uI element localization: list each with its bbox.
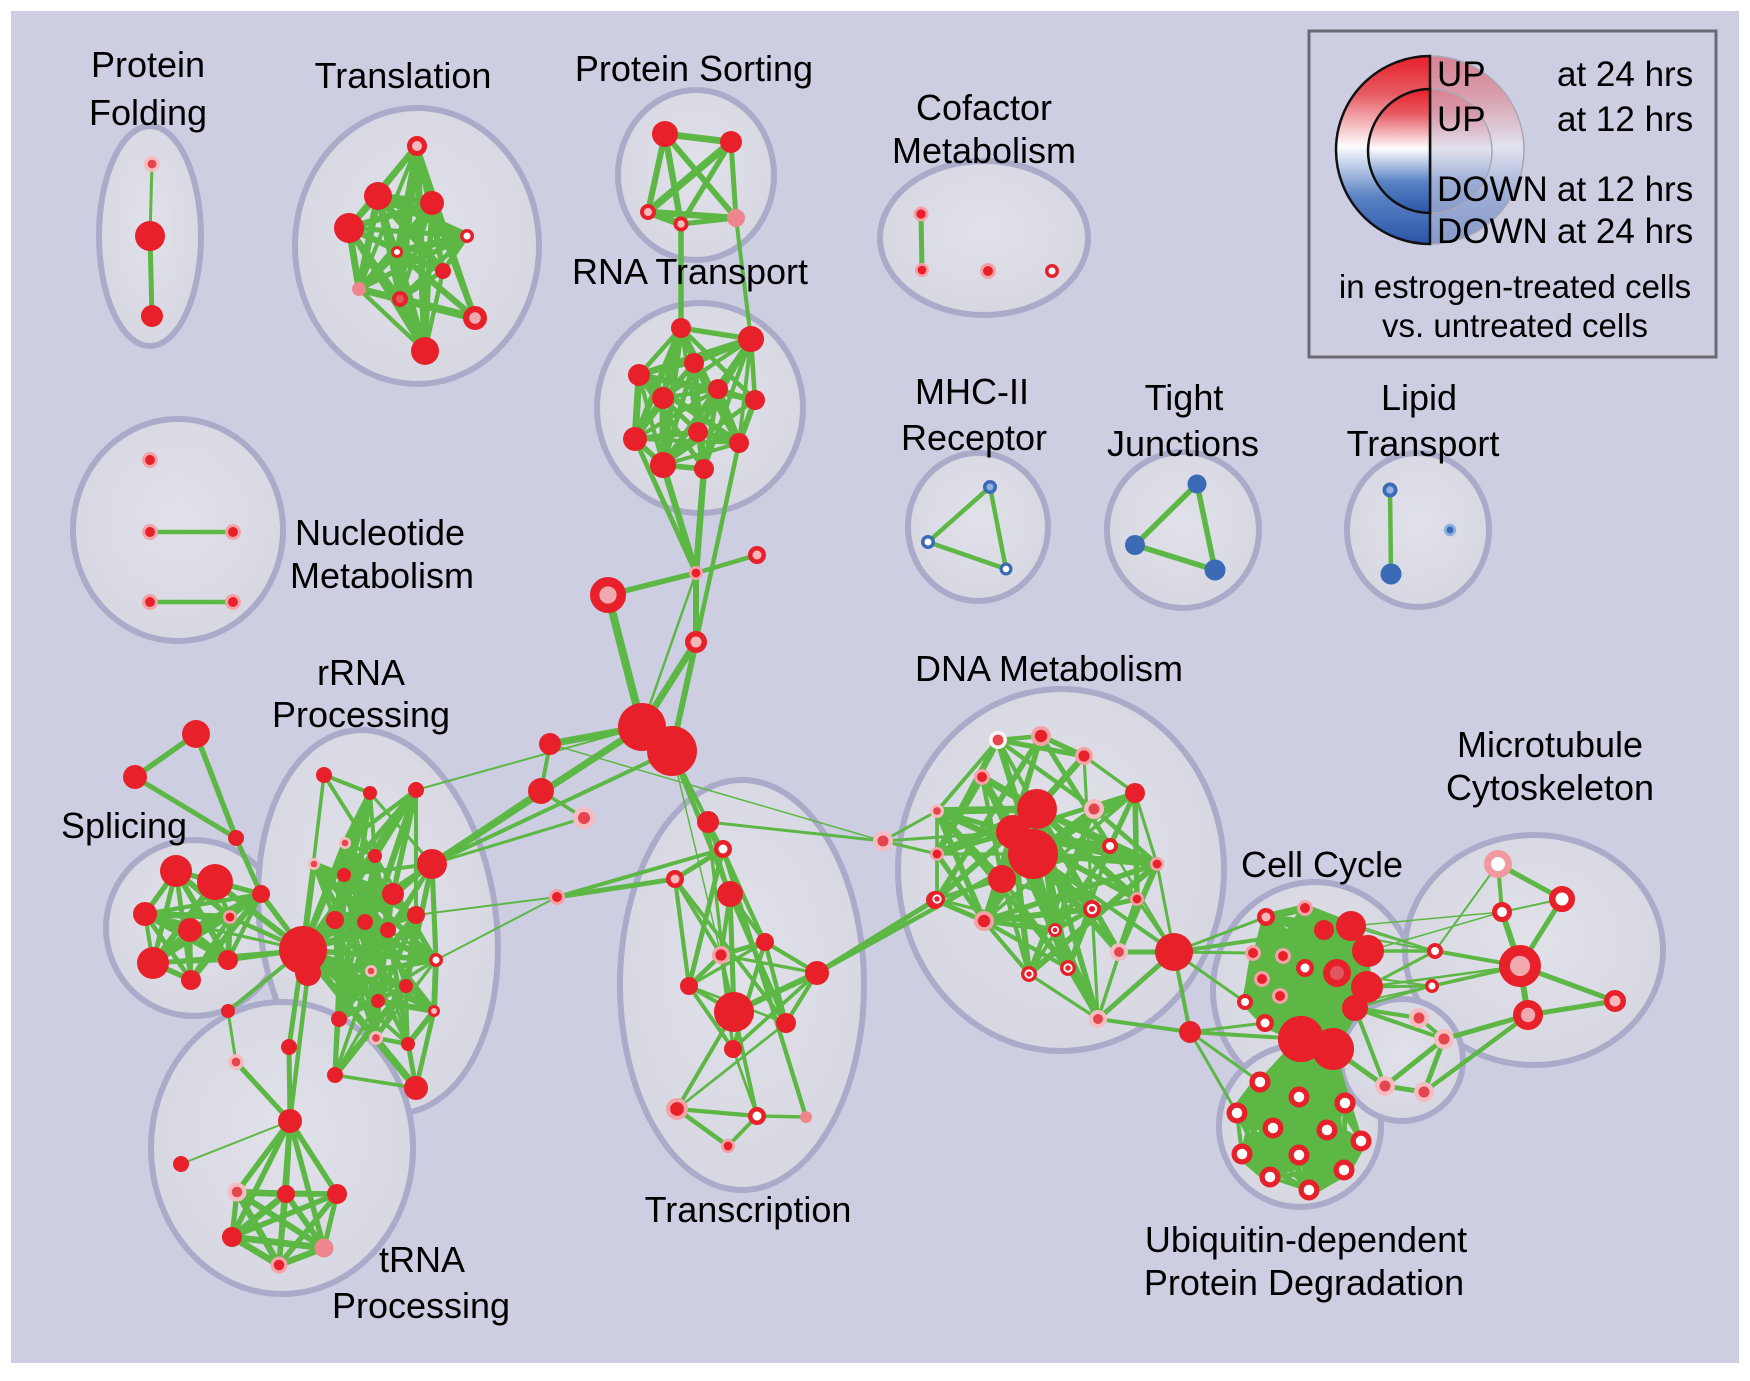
svg-text:Transcription: Transcription (645, 1189, 852, 1230)
svg-text:Ubiquitin-dependent: Ubiquitin-dependent (1145, 1219, 1467, 1260)
svg-text:Protein Sorting: Protein Sorting (575, 48, 813, 89)
svg-text:Splicing: Splicing (61, 805, 187, 846)
svg-text:Microtubule: Microtubule (1457, 724, 1643, 765)
svg-text:Folding: Folding (89, 92, 207, 133)
svg-text:Transport: Transport (1347, 423, 1500, 464)
svg-text:Junctions: Junctions (1107, 423, 1259, 464)
svg-text:Nucleotide: Nucleotide (295, 512, 465, 553)
svg-text:Processing: Processing (272, 694, 450, 735)
svg-text:vs. untreated cells: vs. untreated cells (1382, 307, 1648, 344)
svg-text:Cofactor: Cofactor (916, 87, 1052, 128)
svg-text:tRNA: tRNA (379, 1239, 465, 1280)
svg-text:Metabolism: Metabolism (892, 130, 1076, 171)
svg-text:Cell Cycle: Cell Cycle (1241, 844, 1403, 885)
svg-text:RNA Transport: RNA Transport (572, 251, 808, 292)
svg-text:DNA Metabolism: DNA Metabolism (915, 648, 1183, 689)
svg-text:Cytoskeleton: Cytoskeleton (1446, 767, 1654, 808)
svg-text:Metabolism: Metabolism (290, 555, 474, 596)
svg-text:at 12 hrs: at 12 hrs (1557, 170, 1693, 209)
svg-text:Tight: Tight (1145, 377, 1224, 418)
svg-text:Protein Degradation: Protein Degradation (1144, 1262, 1464, 1303)
svg-text:at 12 hrs: at 12 hrs (1557, 100, 1693, 139)
svg-text:UP: UP (1437, 55, 1486, 94)
svg-text:UP: UP (1437, 100, 1486, 139)
svg-text:Translation: Translation (315, 55, 492, 96)
svg-text:Receptor: Receptor (901, 417, 1047, 458)
svg-text:DOWN: DOWN (1437, 212, 1548, 251)
svg-text:at 24 hrs: at 24 hrs (1557, 212, 1693, 251)
svg-text:MHC-II: MHC-II (915, 371, 1029, 412)
svg-text:Processing: Processing (332, 1285, 510, 1326)
svg-text:in estrogen-treated cells: in estrogen-treated cells (1339, 268, 1691, 305)
svg-text:rRNA: rRNA (317, 652, 405, 693)
svg-text:at 24 hrs: at 24 hrs (1557, 55, 1693, 94)
svg-text:Lipid: Lipid (1381, 377, 1457, 418)
svg-text:Protein: Protein (91, 44, 205, 85)
svg-text:DOWN: DOWN (1437, 170, 1548, 209)
